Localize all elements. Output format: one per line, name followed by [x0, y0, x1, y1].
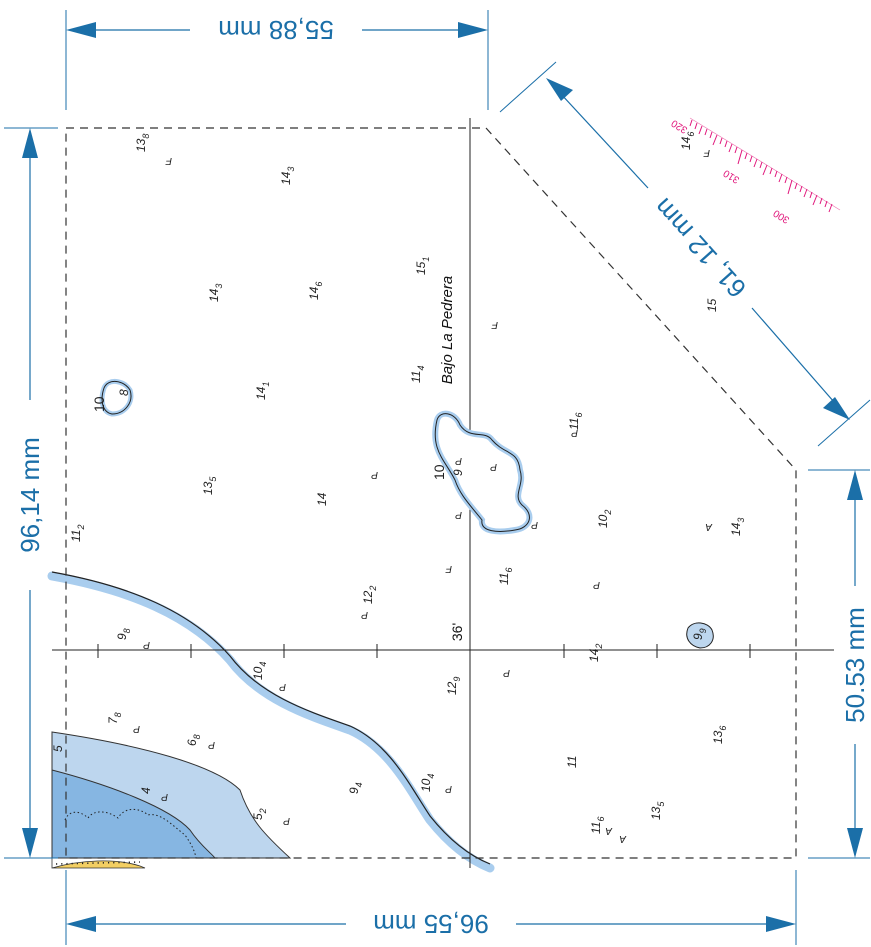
dimension-bottom-label: 96,55 mm — [373, 909, 489, 939]
bottom-symbol: P — [133, 723, 140, 734]
sounding: 116 — [497, 568, 514, 585]
sounding: 9 — [451, 469, 465, 476]
sounding: 104 — [251, 662, 268, 680]
sounding: 78 — [106, 712, 123, 724]
sounding: 146 — [307, 282, 324, 300]
bottom-symbol: P — [371, 469, 378, 480]
dimension-left — [4, 127, 58, 859]
sounding: 52 — [251, 808, 268, 820]
latitude-label: 36' — [449, 623, 465, 641]
bottom-symbol: P — [361, 609, 368, 620]
bottom-symbol: F — [445, 563, 452, 574]
bottom-symbol: P — [143, 639, 150, 650]
sounding: 5 — [51, 745, 65, 752]
foreshore-dots — [55, 861, 141, 865]
sounding: 151 — [414, 257, 431, 275]
bottom-symbol: P — [455, 509, 462, 520]
chart-boundary — [65, 127, 797, 859]
sounding: 114 — [409, 366, 426, 383]
dimension-top-label: 55,88 mm — [218, 15, 334, 45]
rose-label-310: 310 — [721, 167, 741, 185]
coastline-band — [47, 571, 495, 873]
sounding: 142 — [587, 644, 604, 662]
sounding: 15 — [705, 298, 719, 312]
bottom-symbol: P — [279, 681, 286, 692]
islet-lower — [686, 622, 714, 649]
sounding: 146 — [679, 132, 696, 150]
place-name-label: Bajo La Pedrera — [439, 276, 456, 384]
bottom-symbol: P — [445, 783, 452, 794]
dimension-right-lower — [808, 469, 870, 859]
dimension-bottom — [65, 870, 797, 945]
bottom-symbol: A — [619, 833, 627, 844]
reef-halo — [432, 410, 533, 535]
sounding: 14 — [315, 492, 329, 506]
sounding: 94 — [347, 782, 364, 794]
sounding: 11 — [565, 756, 579, 768]
sounding: 129 — [445, 677, 462, 695]
sounding: 143 — [279, 167, 296, 185]
sounding: 112 — [69, 525, 86, 542]
bottom-symbol: F — [491, 319, 498, 330]
compass-rose-ticks — [689, 117, 841, 213]
dimension-diagonal-label: 61, 12 mm — [648, 192, 752, 303]
dimension-top — [65, 10, 489, 110]
sounding: 8 — [117, 389, 131, 396]
dimension-right-label: 50.53 mm — [840, 607, 870, 723]
bottom-symbol: P — [161, 791, 168, 802]
soundings: 138 143 146 151 143 146 15 141 114 116 1… — [51, 132, 746, 834]
bottom-symbol: P — [571, 427, 578, 438]
sounding: 98 — [115, 628, 132, 640]
islet-upper-outline — [101, 381, 132, 415]
bottom-symbol: A — [705, 521, 713, 532]
sounding: 10 — [431, 464, 447, 480]
bottom-symbol: A — [605, 825, 613, 836]
sounding: 116 — [567, 413, 584, 430]
sounding: 104 — [419, 774, 436, 792]
sounding: 4 — [139, 787, 153, 794]
coastline — [51, 571, 491, 865]
bottom-symbol: P — [531, 519, 538, 530]
bottom-symbol: P — [455, 455, 462, 466]
dimension-left-label: 96,14 mm — [15, 437, 45, 553]
bottom-symbol: P — [503, 667, 510, 678]
sounding: 143 — [207, 284, 224, 302]
bottom-symbol: F — [165, 155, 172, 166]
sounding: 116 — [589, 817, 606, 834]
sounding: 102 — [596, 510, 613, 528]
bottom-symbol: P — [283, 815, 290, 826]
dimension-diagonal — [499, 61, 871, 447]
sounding: 143 — [729, 518, 746, 536]
sounding: 138 — [134, 134, 151, 152]
bottom-symbol: P — [490, 461, 497, 472]
sounding: 68 — [185, 734, 202, 746]
sounding: 136 — [711, 726, 728, 744]
sounding: 99 — [691, 628, 708, 640]
deep-shoal-area — [51, 769, 217, 859]
rose-label-300: 300 — [771, 207, 791, 225]
bottom-symbol: P — [208, 739, 215, 750]
sounding: 141 — [254, 382, 271, 400]
sounding: 135 — [649, 801, 666, 820]
bottom-symbol: F — [703, 147, 710, 158]
bottom-symbols: F F F F P P P P P P P P P P P P P P P P … — [133, 147, 713, 844]
sounding: 10 — [91, 396, 107, 412]
sounding: 122 — [361, 586, 378, 604]
reef-outline — [434, 413, 530, 532]
sounding: 135 — [201, 476, 218, 495]
parallel-tick-marks — [97, 644, 751, 658]
bottom-symbol: P — [593, 579, 600, 590]
